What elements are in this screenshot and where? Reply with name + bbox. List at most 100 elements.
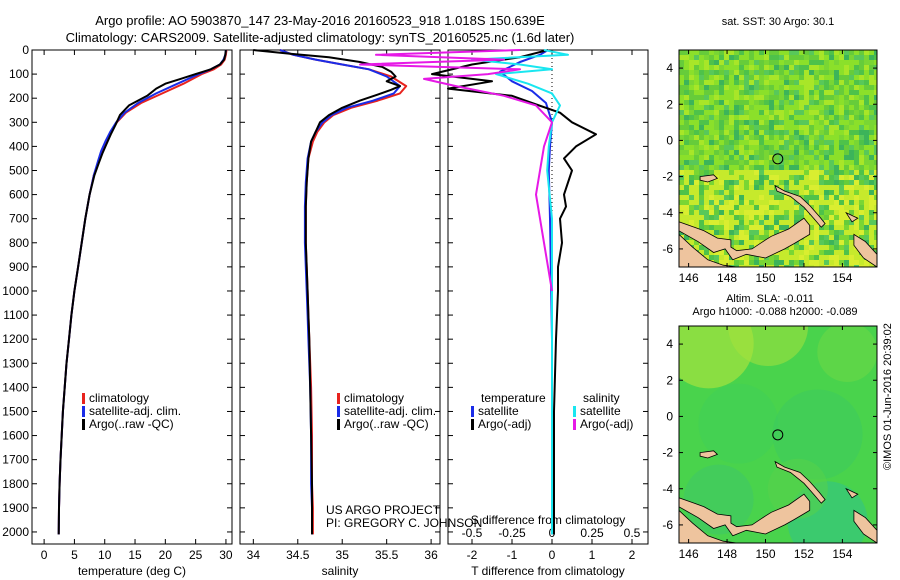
heat-cell [834, 90, 839, 95]
heat-cell [864, 75, 869, 80]
heat-cell [784, 165, 789, 170]
heat-cell [714, 250, 719, 255]
x-tick-label: 152 [794, 271, 814, 285]
heat-cell [869, 55, 874, 60]
heat-cell [774, 200, 779, 205]
heat-cell [764, 100, 769, 105]
heat-cell [734, 60, 739, 65]
heat-cell [834, 220, 839, 225]
heat-cell [749, 80, 754, 85]
heat-cell [834, 200, 839, 205]
heat-cell [734, 105, 739, 110]
heat-cell [694, 95, 699, 100]
heat-cell [799, 215, 804, 220]
heat-cell [699, 50, 704, 55]
heat-cell [704, 150, 709, 155]
heat-cell [714, 225, 719, 230]
heat-cell [844, 175, 849, 180]
heat-cell [829, 75, 834, 80]
heat-cell [784, 265, 789, 267]
heat-cell [709, 65, 714, 70]
heat-cell [779, 125, 784, 130]
heat-cell [824, 190, 829, 195]
heat-cell [684, 75, 689, 80]
heat-cell [794, 90, 799, 95]
heat-cell [829, 250, 834, 255]
heat-cell [789, 220, 794, 225]
heat-cell [849, 170, 854, 175]
heat-cell [744, 65, 749, 70]
heat-cell [779, 80, 784, 85]
heat-cell [829, 260, 834, 265]
heat-cell [784, 155, 789, 160]
heat-cell [754, 205, 759, 210]
heat-cell [714, 60, 719, 65]
heat-cell [834, 65, 839, 70]
legend-swatch [82, 419, 85, 430]
heat-cell [704, 95, 709, 100]
heat-cell [839, 170, 844, 175]
heat-cell [749, 225, 754, 230]
heat-cell [819, 210, 824, 215]
heat-cell [699, 145, 704, 150]
heat-cell [824, 160, 829, 165]
heat-cell [779, 175, 784, 180]
heat-cell [714, 185, 719, 190]
heat-cell [734, 220, 739, 225]
heat-cell [794, 60, 799, 65]
heat-cell [734, 80, 739, 85]
heat-cell [724, 75, 729, 80]
heat-cell [729, 60, 734, 65]
heat-cell [714, 200, 719, 205]
heat-cell [824, 165, 829, 170]
heat-cell [759, 170, 764, 175]
heat-cell [824, 195, 829, 200]
heat-cell [719, 255, 724, 260]
heat-cell [714, 135, 719, 140]
heat-cell [819, 180, 824, 185]
heat-cell [849, 130, 854, 135]
heat-cell [769, 150, 774, 155]
heat-cell [719, 80, 724, 85]
heat-cell [784, 75, 789, 80]
heat-cell [764, 130, 769, 135]
heat-cell [699, 85, 704, 90]
island-new-guinea [679, 233, 737, 267]
legend-title-salinity: salinity [583, 391, 620, 405]
heat-cell [769, 70, 774, 75]
heat-cell [734, 215, 739, 220]
heat-cell [789, 100, 794, 105]
y-tick-label: 0 [666, 133, 673, 147]
heat-cell [759, 190, 764, 195]
heat-cell [809, 245, 814, 250]
heat-cell [759, 120, 764, 125]
legend-label: satellite-adj. clim. [89, 404, 181, 418]
heat-cell [869, 155, 874, 160]
heat-cell [734, 205, 739, 210]
heat-cell [689, 165, 694, 170]
heat-cell [814, 120, 819, 125]
heat-cell [759, 95, 764, 100]
heat-cell [724, 150, 729, 155]
heat-cell [809, 185, 814, 190]
heat-cell [799, 65, 804, 70]
heat-cell [739, 240, 744, 245]
project-label: US ARGO PROJECT [326, 503, 441, 517]
heat-cell [694, 170, 699, 175]
heat-cell [754, 190, 759, 195]
heat-cell [804, 125, 809, 130]
heat-cell [709, 150, 714, 155]
heat-cell [854, 100, 859, 105]
s-tick-label: 0.25 [580, 526, 604, 540]
heat-blob [772, 389, 863, 480]
heat-cell [684, 120, 689, 125]
heat-cell [684, 180, 689, 185]
heat-cell [859, 110, 864, 115]
heat-cell [704, 225, 709, 230]
heat-cell [869, 175, 874, 180]
heat-cell [759, 215, 764, 220]
heat-cell [729, 100, 734, 105]
heat-cell [724, 165, 729, 170]
heat-cell [749, 215, 754, 220]
heat-cell [774, 110, 779, 115]
